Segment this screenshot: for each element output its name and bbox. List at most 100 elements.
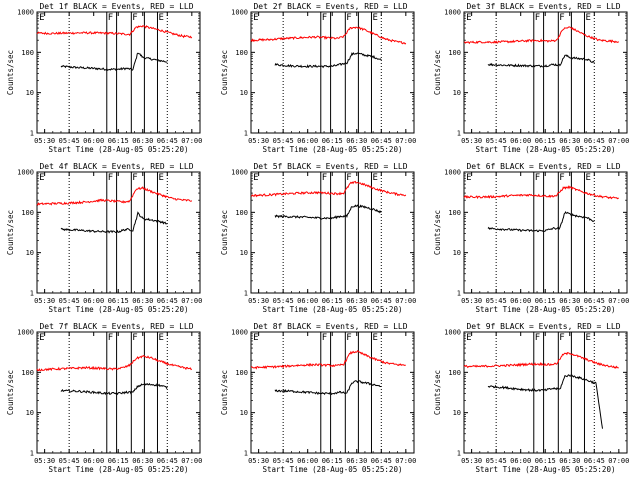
interval-flag: E xyxy=(158,13,163,23)
interval-flag: E xyxy=(158,173,163,183)
x-axis-label: Start Time (28-Aug-05 05:25:20) xyxy=(49,305,189,314)
x-tick-label: 07:00 xyxy=(395,137,416,145)
panel: Det 1f BLACK = Events, RED = LLD 1 10 100 10… xyxy=(6,2,202,154)
interval-flag: F xyxy=(559,13,564,23)
x-tick-label: 06:30 xyxy=(346,137,367,145)
y-tick-label: 1000 xyxy=(17,329,34,337)
x-tick-label: 07:00 xyxy=(181,457,202,465)
x-tick-label: 05:30 xyxy=(248,137,269,145)
interval-flag: F xyxy=(132,173,137,183)
x-tick-label: 06:15 xyxy=(535,297,556,305)
x-tick-label: 06:45 xyxy=(157,137,178,145)
x-tick-label: 05:30 xyxy=(34,297,55,305)
x-tick-label: 06:30 xyxy=(132,297,153,305)
y-tick-label: 10 xyxy=(26,89,34,97)
x-tick-label: 06:15 xyxy=(535,457,556,465)
y-tick-label: 1000 xyxy=(231,9,248,17)
interval-flag: F xyxy=(346,13,351,23)
x-tick-label: 06:30 xyxy=(132,137,153,145)
x-tick-label: 06:00 xyxy=(297,457,318,465)
y-tick-label: 100 xyxy=(21,369,34,377)
x-tick-label: 05:30 xyxy=(34,457,55,465)
panel-title: Det 4f BLACK = Events, RED = LLD xyxy=(39,162,193,171)
y-tick-label: 10 xyxy=(26,249,34,257)
panel-title: Det 1f BLACK = Events, RED = LLD xyxy=(39,2,193,11)
interval-flag: E xyxy=(466,333,471,343)
interval-flag: F xyxy=(108,13,113,23)
y-tick-label: 10 xyxy=(453,249,461,257)
x-tick-label: 06:45 xyxy=(584,297,605,305)
y-tick-label: 100 xyxy=(235,49,248,57)
interval-flag: E xyxy=(585,173,590,183)
panel: Det 6f BLACK = Events, RED = LLD 1 10 100 10… xyxy=(433,162,629,314)
x-tick-label: 06:45 xyxy=(157,457,178,465)
x-tick-label: 05:45 xyxy=(59,297,80,305)
y-tick-label: 1 xyxy=(244,450,248,458)
interval-flag: E xyxy=(39,333,44,343)
x-tick-label: 05:30 xyxy=(248,297,269,305)
events-series-line xyxy=(274,380,382,396)
y-axis-label: Counts/sec xyxy=(6,210,15,255)
interval-flag: F xyxy=(559,333,564,343)
lld-series-line xyxy=(36,186,193,206)
x-tick-label: 05:45 xyxy=(273,297,294,305)
interval-flag: F xyxy=(322,13,327,23)
x-tick-label: 06:45 xyxy=(584,457,605,465)
x-tick-label: 05:45 xyxy=(59,457,80,465)
y-tick-label: 10 xyxy=(453,89,461,97)
y-tick-label: 100 xyxy=(448,49,461,57)
interval-flag: F xyxy=(535,13,540,23)
y-tick-label: 1 xyxy=(30,450,34,458)
x-tick-label: 06:00 xyxy=(510,297,531,305)
x-tick-label: 06:45 xyxy=(371,137,392,145)
y-axis-label: Counts/sec xyxy=(433,210,442,255)
y-tick-label: 100 xyxy=(448,209,461,217)
events-series-line xyxy=(487,374,603,429)
x-tick-label: 05:45 xyxy=(486,457,507,465)
events-series-line xyxy=(274,204,382,220)
x-tick-label: 07:00 xyxy=(608,137,629,145)
interval-flag: E xyxy=(39,13,44,23)
y-tick-label: 1000 xyxy=(444,329,461,337)
x-axis-label: Start Time (28-Aug-05 05:25:20) xyxy=(263,145,403,154)
lld-series-line xyxy=(463,185,620,200)
interval-flag: F xyxy=(108,333,113,343)
x-tick-label: 06:00 xyxy=(510,457,531,465)
lld-series-line xyxy=(250,180,407,198)
x-tick-label: 06:00 xyxy=(83,137,104,145)
interval-flag: F xyxy=(346,333,351,343)
interval-flag: F xyxy=(535,173,540,183)
plot-frame xyxy=(463,171,628,294)
x-tick-label: 06:15 xyxy=(108,137,129,145)
plot-frame xyxy=(250,331,415,454)
x-tick-label: 06:15 xyxy=(322,297,343,305)
x-tick-label: 06:15 xyxy=(108,297,129,305)
x-tick-label: 06:00 xyxy=(83,297,104,305)
interval-flag: E xyxy=(585,333,590,343)
interval-flag: E xyxy=(253,173,258,183)
y-axis-label: Counts/sec xyxy=(6,370,15,415)
y-tick-label: 1000 xyxy=(17,9,34,17)
x-tick-label: 05:30 xyxy=(248,457,269,465)
y-tick-label: 1000 xyxy=(231,329,248,337)
y-axis-label: Counts/sec xyxy=(433,370,442,415)
y-tick-label: 1 xyxy=(457,290,461,298)
interval-flag: E xyxy=(466,173,471,183)
x-axis-label: Start Time (28-Aug-05 05:25:20) xyxy=(476,305,616,314)
interval-flag: E xyxy=(158,333,163,343)
y-tick-label: 1000 xyxy=(17,169,34,177)
events-series-line xyxy=(274,51,382,69)
y-tick-label: 1000 xyxy=(444,9,461,17)
y-tick-label: 10 xyxy=(240,409,248,417)
interval-flag: F xyxy=(322,333,327,343)
lld-series-line xyxy=(463,26,620,45)
panel: Det 3f BLACK = Events, RED = LLD 1 10 100 10… xyxy=(433,2,629,154)
x-tick-label: 06:00 xyxy=(510,137,531,145)
lld-series-line xyxy=(36,25,193,39)
plot-frame xyxy=(463,331,628,454)
x-tick-label: 06:30 xyxy=(132,457,153,465)
x-axis-label: Start Time (28-Aug-05 05:25:20) xyxy=(263,465,403,474)
y-axis-label: Counts/sec xyxy=(220,210,229,255)
events-series-line xyxy=(60,382,168,396)
y-tick-label: 1000 xyxy=(231,169,248,177)
